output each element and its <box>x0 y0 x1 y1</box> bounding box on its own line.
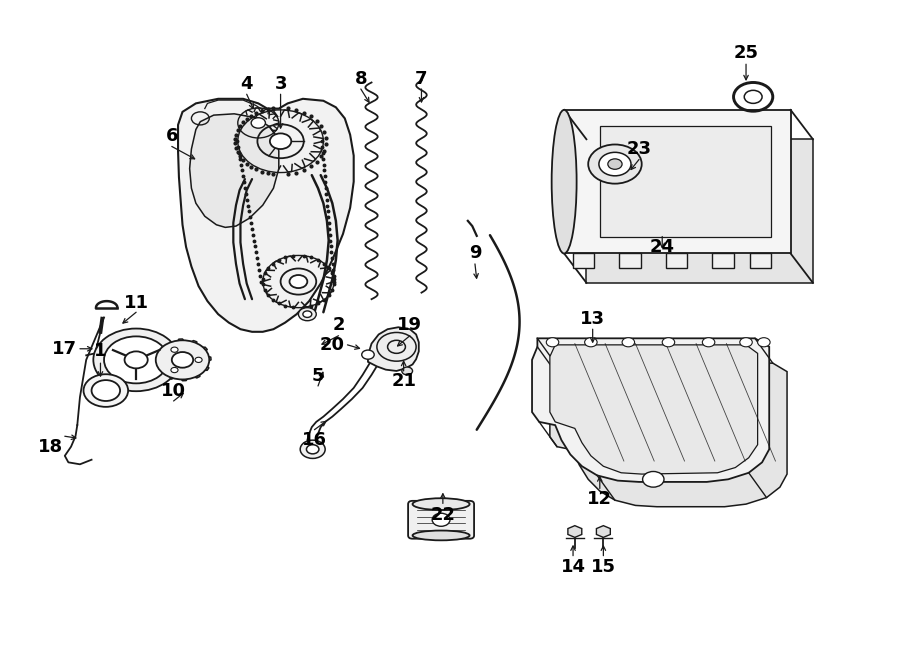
Text: 1: 1 <box>94 342 107 360</box>
Polygon shape <box>587 139 813 283</box>
Text: 8: 8 <box>355 70 367 88</box>
Polygon shape <box>550 363 787 507</box>
Circle shape <box>598 152 631 176</box>
Circle shape <box>622 338 634 347</box>
Polygon shape <box>568 525 581 537</box>
Circle shape <box>92 380 120 401</box>
Polygon shape <box>178 98 354 332</box>
Text: 11: 11 <box>123 294 148 312</box>
Text: 17: 17 <box>52 340 77 358</box>
Circle shape <box>362 350 374 359</box>
Circle shape <box>299 307 316 321</box>
Circle shape <box>643 471 664 487</box>
Polygon shape <box>190 114 279 227</box>
Text: 16: 16 <box>302 431 327 449</box>
Ellipse shape <box>412 498 470 510</box>
Text: 22: 22 <box>430 506 455 524</box>
Text: 18: 18 <box>38 438 63 455</box>
Text: 6: 6 <box>166 127 178 145</box>
Polygon shape <box>532 338 770 482</box>
Circle shape <box>301 440 325 459</box>
Text: 20: 20 <box>320 336 345 354</box>
Polygon shape <box>564 110 790 253</box>
Circle shape <box>702 338 715 347</box>
Text: 13: 13 <box>580 310 605 328</box>
Circle shape <box>401 367 412 375</box>
Text: 7: 7 <box>415 70 428 88</box>
Circle shape <box>290 275 307 288</box>
Text: 2: 2 <box>332 316 345 334</box>
Text: 15: 15 <box>591 558 616 576</box>
Text: 10: 10 <box>161 381 186 399</box>
Polygon shape <box>368 327 418 371</box>
Circle shape <box>758 338 770 347</box>
Polygon shape <box>599 126 771 237</box>
Circle shape <box>251 118 266 128</box>
Circle shape <box>104 336 168 383</box>
Polygon shape <box>573 253 595 268</box>
Circle shape <box>303 311 311 317</box>
Circle shape <box>608 159 622 169</box>
Circle shape <box>171 347 178 352</box>
Circle shape <box>156 340 210 379</box>
Circle shape <box>432 513 450 526</box>
Circle shape <box>84 374 128 407</box>
Polygon shape <box>550 345 758 474</box>
Text: 21: 21 <box>392 372 416 391</box>
Text: 19: 19 <box>398 316 422 334</box>
Ellipse shape <box>412 531 470 540</box>
Circle shape <box>171 368 178 373</box>
Circle shape <box>94 329 179 391</box>
Circle shape <box>546 338 559 347</box>
FancyBboxPatch shape <box>408 501 474 539</box>
Polygon shape <box>712 253 733 268</box>
Circle shape <box>306 445 319 454</box>
Text: 23: 23 <box>626 140 652 158</box>
Text: 9: 9 <box>469 245 482 262</box>
Text: 4: 4 <box>240 75 253 93</box>
Polygon shape <box>750 253 771 268</box>
Polygon shape <box>597 525 610 537</box>
Circle shape <box>662 338 675 347</box>
Circle shape <box>740 338 752 347</box>
Circle shape <box>124 352 148 368</box>
Ellipse shape <box>552 110 577 253</box>
Text: 14: 14 <box>561 558 586 576</box>
Text: 24: 24 <box>650 238 675 256</box>
Text: 25: 25 <box>734 44 759 62</box>
Circle shape <box>589 145 642 184</box>
Polygon shape <box>619 253 641 268</box>
Circle shape <box>270 134 292 149</box>
Text: 5: 5 <box>311 368 324 385</box>
Text: 12: 12 <box>588 490 612 508</box>
Text: 3: 3 <box>274 75 287 93</box>
Circle shape <box>195 357 203 362</box>
Polygon shape <box>666 253 688 268</box>
Circle shape <box>172 352 194 368</box>
Circle shape <box>585 338 597 347</box>
